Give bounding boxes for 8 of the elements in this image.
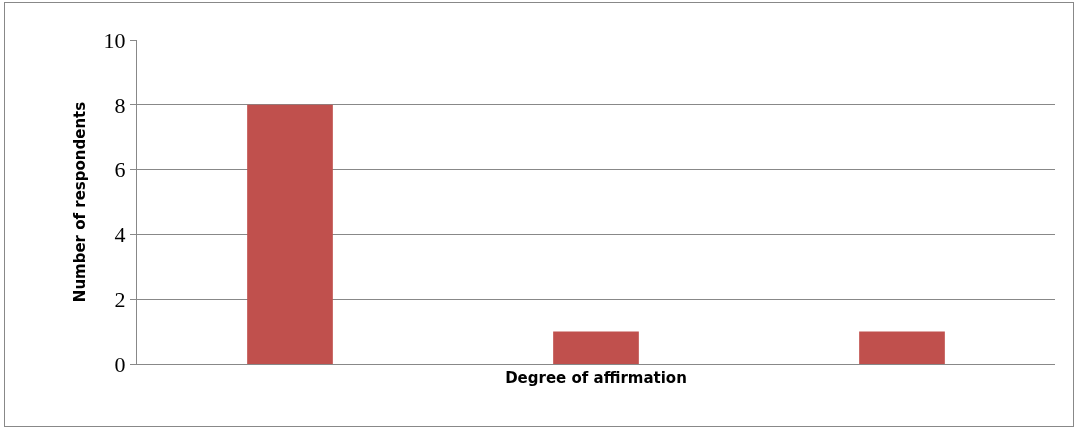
y-tick-label: 10 [103, 27, 126, 53]
y-tick-label: 8 [114, 92, 126, 118]
y-tick-label: 2 [114, 286, 126, 312]
y-tick-label: 0 [114, 351, 126, 377]
y-tick-label: 6 [114, 157, 126, 183]
x-axis-title: Degree of affirmation [505, 369, 687, 387]
y-tick-label: 4 [114, 222, 126, 248]
y-axis-title: Number of respondents [70, 101, 89, 303]
